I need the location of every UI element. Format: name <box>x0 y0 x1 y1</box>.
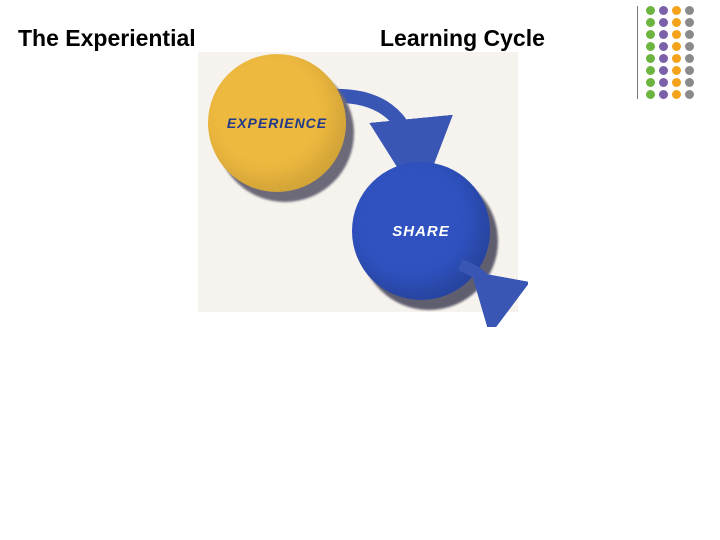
decorative-dot-block <box>637 6 694 99</box>
dot <box>672 6 681 15</box>
share-label: SHARE <box>392 223 450 240</box>
dot <box>646 6 655 15</box>
slide-title-right: Learning Cycle <box>380 25 545 52</box>
dot <box>659 42 668 51</box>
dot-column <box>646 6 655 99</box>
dot-grid <box>646 6 694 99</box>
dot <box>685 78 694 87</box>
dot-column <box>659 6 668 99</box>
dot <box>659 18 668 27</box>
dot <box>685 6 694 15</box>
dot <box>646 78 655 87</box>
dot <box>659 6 668 15</box>
dot <box>685 42 694 51</box>
dot <box>659 66 668 75</box>
dot <box>659 78 668 87</box>
dot <box>685 90 694 99</box>
dot <box>659 90 668 99</box>
dot <box>685 54 694 63</box>
share-node: SHARE <box>352 162 490 300</box>
dot <box>672 66 681 75</box>
learning-cycle-diagram: EXPERIENCE SHARE <box>198 52 518 312</box>
dot <box>646 30 655 39</box>
decorative-divider <box>637 6 638 99</box>
dot <box>672 42 681 51</box>
slide-title-left: The Experiential <box>18 25 196 52</box>
dot <box>685 30 694 39</box>
dot <box>672 78 681 87</box>
dot <box>646 54 655 63</box>
dot-column <box>685 6 694 99</box>
dot <box>646 66 655 75</box>
dot <box>685 66 694 75</box>
dot <box>685 18 694 27</box>
dot <box>672 90 681 99</box>
dot <box>659 30 668 39</box>
dot <box>672 18 681 27</box>
dot <box>646 90 655 99</box>
dot <box>646 42 655 51</box>
dot-column <box>672 6 681 99</box>
dot <box>672 30 681 39</box>
dot <box>672 54 681 63</box>
experience-label: EXPERIENCE <box>227 115 327 131</box>
experience-node: EXPERIENCE <box>208 54 346 192</box>
dot <box>659 54 668 63</box>
dot <box>646 18 655 27</box>
